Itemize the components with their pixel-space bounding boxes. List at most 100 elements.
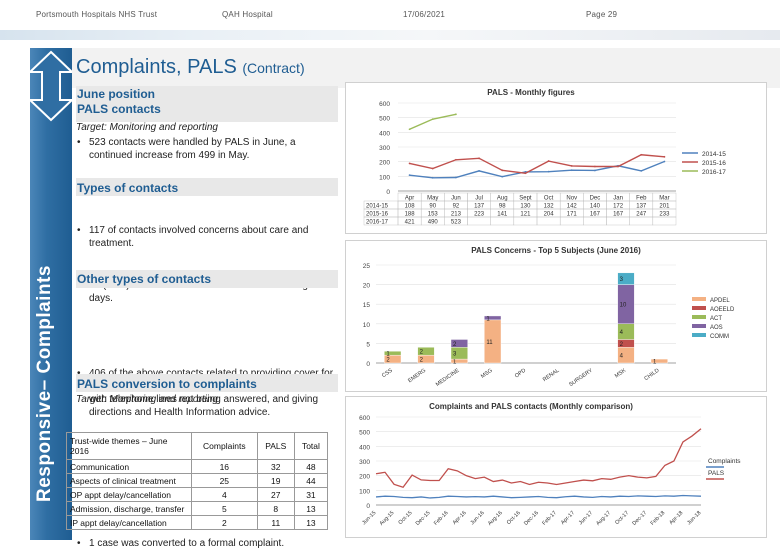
table-header-cell: May: [427, 196, 438, 202]
y-tick-label: 300: [379, 145, 390, 152]
table-cell: [606, 216, 630, 226]
complaints-cell: 2: [191, 515, 258, 530]
pals-cell: 11: [256, 515, 295, 530]
y-tick-label: 15: [363, 302, 371, 309]
table-value-cell: 171: [567, 211, 578, 217]
pals-monthly-chart: PALS - Monthly figures 0 100 200 300 400 500 60…: [345, 82, 767, 234]
table-header-cell: Oct: [544, 196, 554, 202]
table-row: Admission, discharge, transfer 5 8 13: [66, 501, 329, 516]
data-point: [640, 153, 643, 156]
y-tick-label: 100: [379, 174, 390, 181]
data-label: 10: [620, 303, 627, 309]
data-point: [431, 167, 434, 170]
x-tick-label: RENAL: [542, 368, 560, 383]
table-value-cell: 188: [405, 211, 416, 217]
table-value-cell: 167: [590, 211, 601, 217]
header-bar: [0, 30, 780, 40]
data-point: [501, 169, 504, 172]
data-point: [547, 160, 550, 162]
x-tick-label: MEDICINE: [435, 368, 461, 389]
table-cell: [629, 216, 654, 226]
x-tick-label: Feb-16: [433, 510, 450, 527]
table-value-cell: 108: [405, 203, 416, 209]
table-cell: [490, 216, 515, 226]
data-label: 2: [620, 342, 624, 348]
bar-segment-AOS: [450, 339, 468, 348]
y-tick-label: 25: [363, 263, 371, 270]
june-heading-box: [76, 86, 338, 122]
data-point: [594, 169, 596, 172]
data-point: [455, 113, 457, 116]
y-tick-label: 0: [386, 189, 390, 196]
legend-label: 2016-17: [702, 169, 726, 176]
table-value-cell: 140: [590, 203, 601, 209]
x-tick-label: Aug-17: [595, 510, 612, 527]
legend-label: ACT: [710, 316, 722, 322]
complaints-cell: 16: [191, 459, 258, 474]
x-tick-label: Dec-15: [415, 510, 432, 527]
themes-header-total: Total: [293, 432, 329, 460]
legend-label: APDEL: [710, 298, 730, 304]
page-title-main: Complaints, PALS: [76, 56, 237, 78]
total-cell: 13: [293, 501, 329, 516]
complaints-pals-comparison-chart: Complaints and PALS contacts (Monthly co…: [345, 396, 767, 538]
legend-label: Complaints: [708, 458, 741, 465]
complaints-cell: 4: [191, 487, 258, 502]
series-line-2015-16: [409, 154, 665, 174]
table-header-cell: Jul: [475, 196, 483, 202]
data-point: [431, 118, 434, 121]
themes-table: Trust-wide themes – June 2016 Complaints…: [66, 432, 329, 530]
table-value-cell: 90: [429, 203, 436, 209]
data-label: 3: [620, 277, 624, 283]
table-row-label: 2014-15: [366, 203, 389, 209]
types-heading: Types of contacts: [77, 181, 179, 195]
table-header-cell: Dec: [590, 196, 601, 202]
pals-cell: 27: [256, 487, 295, 502]
data-point: [570, 165, 573, 167]
x-tick-label: EMERG: [407, 368, 427, 384]
data-point: [594, 165, 596, 168]
data-point: [478, 170, 480, 172]
table-cell: [467, 216, 491, 226]
data-point: [408, 162, 411, 165]
table-value-cell: 137: [636, 203, 647, 209]
data-label: 1: [386, 352, 390, 358]
types-heading-box: [76, 178, 338, 196]
complaints-cell: 25: [191, 473, 258, 488]
y-tick-label: 600: [379, 101, 390, 108]
table-value-cell: 137: [474, 203, 485, 209]
table-value-cell: 223: [474, 211, 485, 217]
x-tick-label: Dec-17: [631, 510, 648, 527]
conversion-heading: PALS conversion to complaints: [77, 377, 257, 391]
data-label: 2: [453, 342, 457, 348]
table-value-cell: 142: [567, 203, 578, 209]
x-tick-label: Dec-16: [523, 510, 540, 527]
header-organisation: Portsmouth Hospitals NHS Trust: [36, 10, 158, 19]
pals-cell: 32: [256, 459, 295, 474]
legend-swatch: [692, 297, 706, 301]
table-value-cell: 213: [451, 211, 462, 217]
x-tick-label: CSS: [381, 368, 394, 380]
table-value-cell: 132: [544, 203, 555, 209]
legend-swatch: [692, 324, 706, 328]
table-row-label: 2016-17: [366, 219, 389, 225]
y-tick-label: 200: [379, 160, 390, 167]
chart-title: Complaints and PALS contacts (Monthly co…: [429, 402, 633, 411]
theme-cell: Admission, discharge, transfer: [66, 501, 192, 516]
table-header-cell: Nov: [566, 196, 577, 202]
series-line-2016-17: [409, 113, 457, 130]
table-row: Communication 16 32 48: [66, 459, 329, 474]
table-value-cell: 421: [405, 219, 416, 225]
theme-cell: Communication: [66, 459, 192, 474]
legend-label: PALS: [708, 470, 725, 477]
x-tick-label: Jun-16: [470, 510, 486, 526]
y-tick-label: 600: [359, 415, 370, 422]
x-tick-label: Oct-15: [398, 510, 414, 526]
data-point: [455, 158, 457, 161]
table-header-cell: Feb: [636, 196, 647, 202]
y-tick-label: 100: [359, 488, 370, 495]
bar-segment-ACT: [417, 347, 435, 356]
themes-header-complaints: Complaints: [191, 432, 258, 460]
series-line-PALS: [375, 428, 702, 489]
y-tick-label: 0: [366, 503, 370, 510]
